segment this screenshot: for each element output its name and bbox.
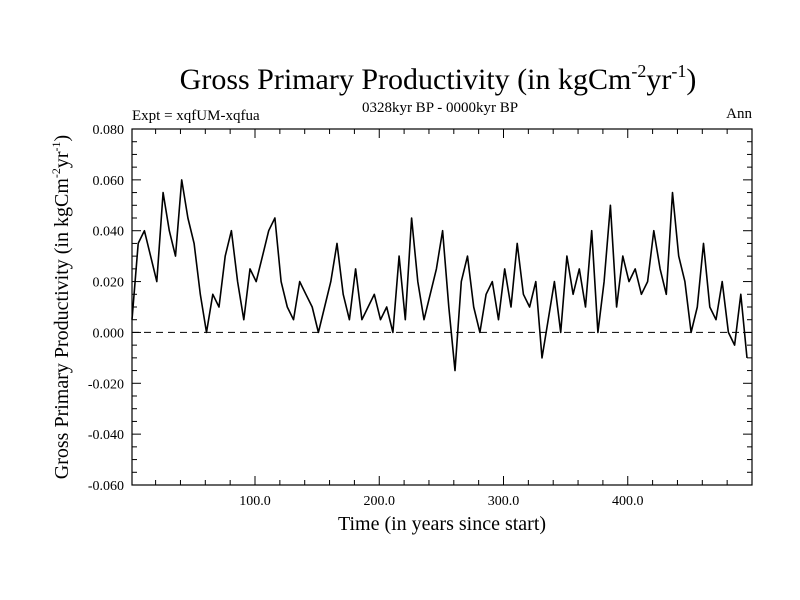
y-tick-label: 0.060	[93, 174, 125, 189]
title-mid: yr	[646, 63, 671, 96]
x-tick-label: 400.0	[612, 494, 644, 509]
period-label: 0328kyr BP - 0000kyr BP	[362, 100, 518, 116]
y-tick-label: -0.040	[88, 428, 124, 443]
title-sup1: -2	[631, 61, 646, 81]
ylabel-sup1: -2	[49, 168, 63, 178]
y-tick-label: -0.020	[88, 377, 124, 392]
plot-frame	[131, 128, 753, 486]
y-tick-label: -0.060	[88, 479, 124, 494]
x-tick-label: 100.0	[239, 494, 271, 509]
svg-text:Gross Primary Productivity (in: Gross Primary Productivity (in kgCm-2yr-…	[180, 61, 697, 96]
y-tick-label: 0.020	[93, 276, 125, 291]
title-sup2: -1	[671, 61, 686, 81]
season-label: Ann	[726, 106, 752, 122]
x-tick-label: 200.0	[364, 494, 396, 509]
ylabel-mid: yr	[51, 151, 73, 168]
y-axis-label: Gross Primary Productivity (in kgCm-2yr-…	[49, 135, 73, 479]
svg-text:Gross Primary Productivity (in: Gross Primary Productivity (in kgCm-2yr-…	[49, 135, 73, 479]
ylabel-end: )	[51, 135, 73, 142]
title-end: )	[686, 63, 696, 96]
y-tick-label: 0.000	[93, 326, 125, 341]
chart-title: Gross Primary Productivity (in kgCm-2yr-…	[180, 61, 697, 96]
y-axis-ticks: -0.060 -0.040 -0.020 0.000 0.020 0.040 0.060 0.…	[88, 123, 752, 494]
ylabel-sup2: -1	[49, 141, 63, 151]
x-axis-label: Time (in years since start)	[338, 513, 546, 535]
x-axis-ticks: 100.0 200.0 300.0 400.0	[155, 129, 728, 509]
title-main: Gross Primary Productivity (in kgCm	[180, 63, 632, 96]
ylabel-main: Gross Primary Productivity (in kgCm	[51, 178, 73, 480]
y-tick-label: 0.040	[93, 225, 125, 240]
experiment-label: Expt = xqfUM-xqfua	[132, 108, 260, 124]
gpp-series-line	[131, 179, 748, 372]
y-tick-label: 0.080	[93, 123, 125, 138]
x-tick-label: 300.0	[488, 494, 520, 509]
